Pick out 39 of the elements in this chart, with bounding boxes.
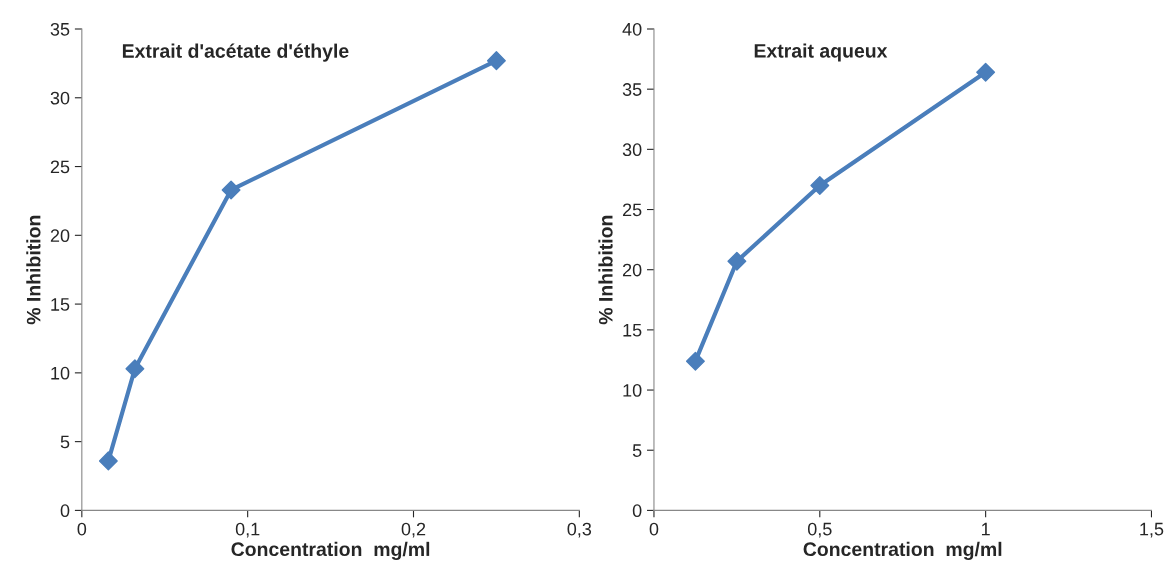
point	[810, 175, 830, 195]
x-tick-label: 0	[77, 522, 87, 536]
x-tick-label: 0	[649, 522, 659, 536]
x-tick-label: 1,5	[1140, 522, 1164, 538]
y-tick-label: 25	[50, 160, 70, 174]
y-tick-label: 0	[60, 504, 70, 518]
x-tick-label: 0,5	[807, 522, 832, 538]
point	[685, 351, 705, 371]
point	[125, 359, 145, 379]
x-tick-label: 0,2	[401, 522, 426, 538]
text: Extrait aqueux	[754, 43, 888, 62]
y-tick-label: 40	[622, 22, 642, 36]
point	[976, 62, 996, 82]
point	[98, 451, 118, 471]
y-tick-label: 20	[50, 229, 70, 243]
y-tick-label: 15	[51, 298, 70, 311]
x-tick-label: 0,1	[235, 522, 260, 538]
y-tick-label: 35	[50, 22, 70, 36]
x-tick-label: 0,3	[567, 522, 592, 538]
point	[727, 251, 747, 271]
y-tick-label: 10	[623, 383, 642, 397]
x-axis-title: Concentration mg/ml	[231, 541, 430, 561]
y-axis-title: % Inhibition	[598, 215, 613, 325]
y-tick-label: 20	[622, 263, 642, 277]
x-axis-title: Concentration mg/ml	[803, 541, 1002, 561]
point	[486, 51, 506, 71]
text: Extrait d'acétate d'éthyle	[122, 43, 349, 62]
x-tick-label: 1	[981, 522, 990, 536]
y-tick-label: 30	[50, 91, 70, 105]
y-tick-label: 5	[60, 435, 70, 449]
y-tick-label: 25	[622, 203, 642, 217]
y-tick-label: 15	[623, 324, 642, 337]
y-tick-label: 35	[622, 83, 642, 96]
y-tick-label: 30	[622, 143, 642, 157]
y-tick-label: 0	[632, 504, 642, 518]
y-axis-title: % Inhibition	[26, 215, 41, 325]
point	[221, 180, 241, 200]
y-tick-label: 10	[51, 366, 70, 380]
y-tick-label: 5	[632, 444, 642, 457]
